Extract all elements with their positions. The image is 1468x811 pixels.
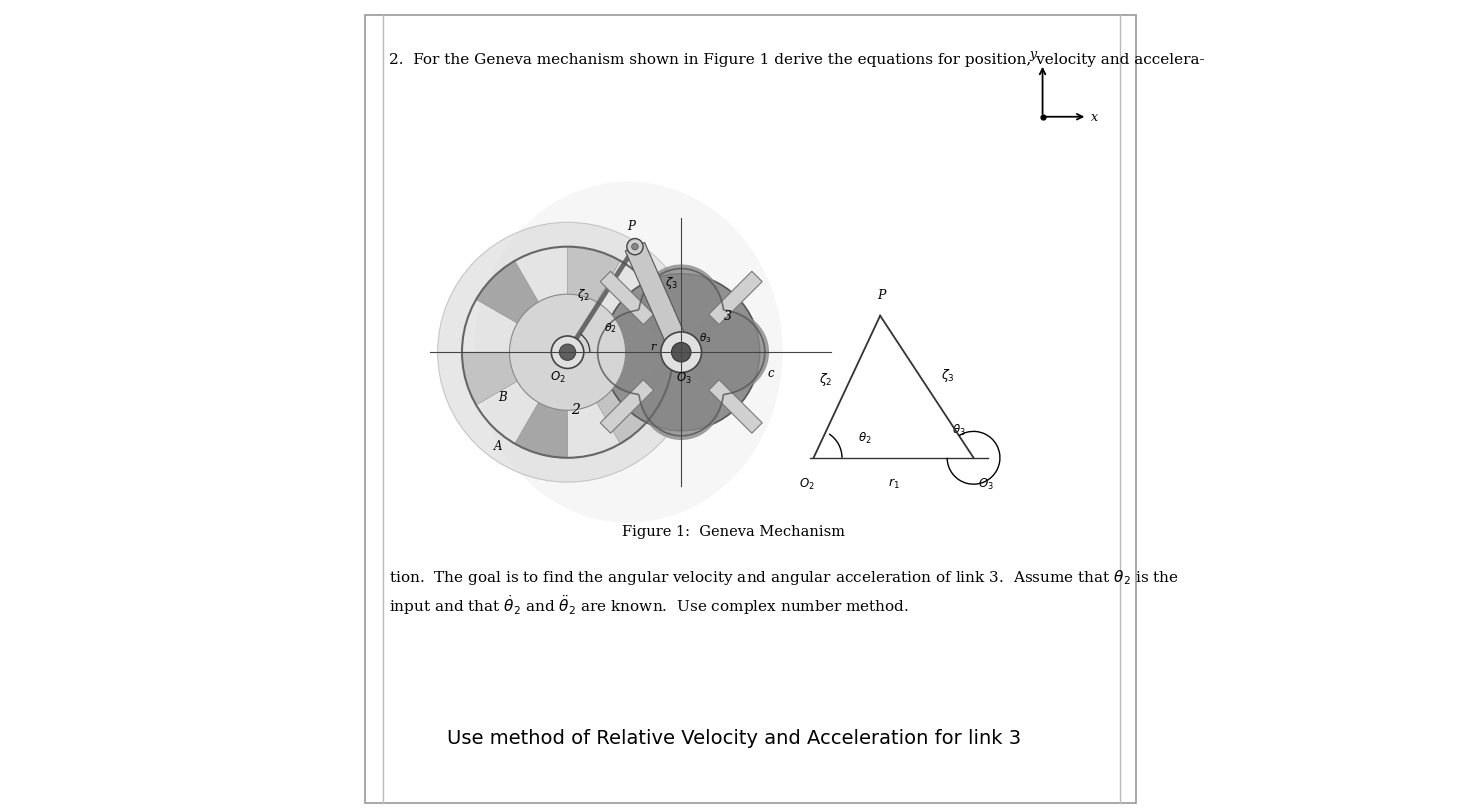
Text: $\zeta_3$: $\zeta_3$	[665, 274, 678, 290]
Circle shape	[559, 345, 575, 361]
Text: P: P	[878, 289, 887, 302]
Polygon shape	[625, 243, 691, 357]
Text: 3: 3	[724, 310, 733, 323]
Circle shape	[437, 223, 697, 483]
Text: $\zeta_3$: $\zeta_3$	[941, 367, 956, 384]
Polygon shape	[600, 272, 653, 325]
Circle shape	[593, 312, 675, 393]
Polygon shape	[568, 353, 659, 444]
Circle shape	[509, 294, 625, 410]
Text: $\theta_3$: $\theta_3$	[951, 423, 966, 438]
Polygon shape	[709, 380, 762, 434]
Text: x: x	[1091, 111, 1098, 124]
Text: y: y	[1029, 48, 1036, 61]
Text: $O_3$: $O_3$	[978, 476, 994, 491]
Polygon shape	[476, 261, 568, 353]
Circle shape	[661, 333, 702, 373]
Polygon shape	[709, 272, 762, 325]
Text: $O_2$: $O_2$	[799, 476, 815, 491]
Ellipse shape	[474, 182, 782, 523]
Circle shape	[640, 265, 722, 347]
Circle shape	[552, 337, 584, 369]
Circle shape	[687, 312, 769, 393]
Text: 2: 2	[571, 402, 580, 417]
Text: $r_1$: $r_1$	[888, 476, 900, 490]
Text: $\theta_3$: $\theta_3$	[699, 331, 712, 345]
Circle shape	[671, 343, 691, 363]
Circle shape	[603, 274, 759, 431]
Polygon shape	[515, 353, 568, 458]
Text: $O_3$: $O_3$	[675, 371, 691, 386]
Text: $\theta_2$: $\theta_2$	[603, 321, 617, 335]
Text: c: c	[768, 367, 774, 380]
Text: A: A	[495, 440, 502, 453]
Polygon shape	[600, 380, 653, 434]
Polygon shape	[462, 353, 568, 406]
Text: $O_2$: $O_2$	[550, 369, 565, 384]
Text: r: r	[650, 341, 656, 351]
Text: tion.  The goal is to find the angular velocity and angular acceleration of link: tion. The goal is to find the angular ve…	[389, 568, 1179, 586]
Text: input and that $\dot{\theta}_2$ and $\ddot{\theta}_2$ are known.  Use complex nu: input and that $\dot{\theta}_2$ and $\dd…	[389, 592, 909, 616]
Text: B: B	[498, 391, 506, 404]
Circle shape	[640, 358, 722, 440]
Text: Use method of Relative Velocity and Acceleration for link 3: Use method of Relative Velocity and Acce…	[446, 728, 1022, 748]
Text: $\theta_2$: $\theta_2$	[859, 430, 872, 445]
Text: 2.  For the Geneva mechanism shown in Figure 1 derive the equations for position: 2. For the Geneva mechanism shown in Fig…	[389, 53, 1205, 67]
Text: P: P	[627, 220, 634, 233]
Text: Figure 1:  Geneva Mechanism: Figure 1: Geneva Mechanism	[622, 524, 846, 539]
Polygon shape	[568, 247, 621, 353]
Text: $\zeta_2$: $\zeta_2$	[577, 286, 590, 303]
Circle shape	[627, 239, 643, 255]
Circle shape	[631, 244, 639, 251]
Text: $\zeta_2$: $\zeta_2$	[819, 371, 832, 388]
Polygon shape	[568, 300, 674, 353]
